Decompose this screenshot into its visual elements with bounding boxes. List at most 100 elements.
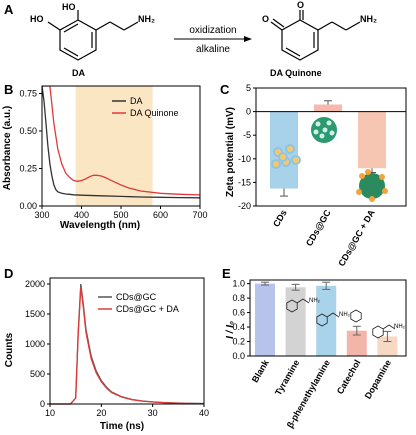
c-ytick-label: -10 [238,154,251,164]
d-legend-label-0: CDs@GC [116,292,157,302]
quinone-structure [270,10,361,61]
cds-illustration [271,144,301,169]
cd-particle [271,159,281,169]
catechol-structure-icon [350,309,362,323]
c-category-label-2: CDs@GC + DA [336,208,377,268]
b-xtick-label: 500 [113,210,128,220]
d-series-line-0 [50,283,205,405]
e-ytick-label: 1.0 [232,279,245,289]
panel-c: C 5 0 -5 -10 -15 -20 CDs CDs@GC CDs@GC + DA Zeta… [220,82,407,268]
d-ytick-label: 0 [40,399,45,409]
gcda-sphere [359,173,385,199]
gcda-dopamine [359,173,365,179]
panel-c-label: C [220,82,230,97]
b-series-line-0 [42,86,200,199]
e-ylabel: I / I₀ [225,321,236,339]
phenethylamine-chain [326,312,340,318]
e-category-label-3: Catechol [335,358,363,396]
gc-dot [319,133,325,139]
e-ytick-label: 0.0 [232,351,245,361]
c-ytick-label: -5 [243,130,251,140]
d-ytick-label: 2000 [25,279,45,289]
e-bar-3 [346,330,367,356]
b-xtick-label: 300 [34,210,49,220]
reactant-atom-ho-2: HO [62,2,76,12]
d-xtick-label: 30 [148,408,158,418]
product-name: DA Quinone [270,68,322,78]
e-bar-2 [316,285,337,356]
panel-b-label: B [4,82,13,97]
c-ytick-label: 5 [246,83,251,93]
b-ytick-label: 0.25 [19,164,37,174]
gc-dot [326,120,332,126]
b-ytick-label: 0.00 [19,201,37,211]
arrow-label-bottom: alkaline [196,44,230,55]
e-ytick-label: 0.2 [232,337,245,347]
c-ytick-label: 0 [246,107,251,117]
panel-d: D 10 20 30 40 0 500 1000 1500 2000 CDs@GC CDs@GC +… [4,266,209,432]
reactant-atom-ho-1: HO [30,14,44,24]
e-bar-4 [377,336,398,356]
gcda-dopamine [369,196,375,202]
gc-dot [315,121,321,127]
b-xtick-label: 600 [153,210,168,220]
b-xlabel: Wavelength (nm) [60,220,140,231]
c-category-label-1: CDs@GC [304,208,333,248]
reactant-atom-nh2: NH₂ [138,14,155,24]
reactant-name: DA [72,68,85,78]
dopamine-structure-icon [372,325,384,339]
b-xtick-label: 400 [74,210,89,220]
d-ylabel: Counts [4,332,15,367]
b-ytick-label: 0.50 [19,126,37,136]
gc-dot [329,130,335,136]
e-category-label-1: Tyramine [273,358,301,397]
dopamine-nh2: NH₂ [394,324,406,330]
panel-e-label: E [222,266,231,281]
b-legend-label-0: DA [130,96,143,106]
d-xlabel: Time (ns) [100,421,144,432]
c-ylabel: Zeta potential (mV) [225,107,236,197]
gcda-dopamine [365,169,371,175]
d-xtick-label: 40 [199,408,209,418]
gc-dot [313,129,319,135]
cds-gc-illustration [311,117,337,143]
highlight-band [75,86,153,206]
d-series-line-1 [50,286,205,405]
dopamine-chain [382,324,396,330]
d-ytick-label: 1000 [25,339,45,349]
d-xtick-label: 20 [96,408,106,418]
cd-particle [278,152,288,162]
d-axes-frame [49,277,205,405]
b-xtick-label: 700 [192,210,207,220]
e-category-label-0: Blank [250,357,271,384]
d-ytick-label: 1500 [25,309,45,319]
panel-d-label: D [4,266,13,281]
d-ytick-label: 500 [30,369,45,379]
panel-b: B 300 400 500 600 700 0.00 0.25 0.50 0.75 DA DA Qu… [2,82,208,231]
tyramine-nh2: NH₂ [309,298,321,304]
dopamine-structure [47,10,139,61]
b-ylabel: Absorbance (a.u.) [2,106,13,190]
c-category-label-0: CDs [271,208,289,229]
cd-particle [285,144,295,154]
phenethylamine-nh2: NH₂ [339,312,351,318]
arrow-label-top: oxidization [189,25,236,36]
panel-a-label: A [4,2,14,17]
product-atom-nh2: NH₂ [360,14,377,24]
b-series-line-1 [42,86,200,196]
e-axes-frame [249,279,407,357]
tyramine-chain [296,298,310,304]
gcda-dopamine [382,188,388,194]
d-xtick-label: 10 [45,408,55,418]
d-legend-label-1: CDs@GC + DA [116,304,179,314]
panel-a: A HO HO NH₂ DA oxidization alkaline [4,0,377,78]
e-category-label-4: Dopamine [363,358,393,401]
product-atom-o-1: O [262,14,269,24]
cds-gc-da-illustration [356,169,388,202]
e-ytick-label: 0.6 [232,308,245,318]
gcda-dopamine [379,174,385,180]
product-atom-o-2: O [297,0,304,10]
e-ytick-label: 0.8 [232,293,245,303]
